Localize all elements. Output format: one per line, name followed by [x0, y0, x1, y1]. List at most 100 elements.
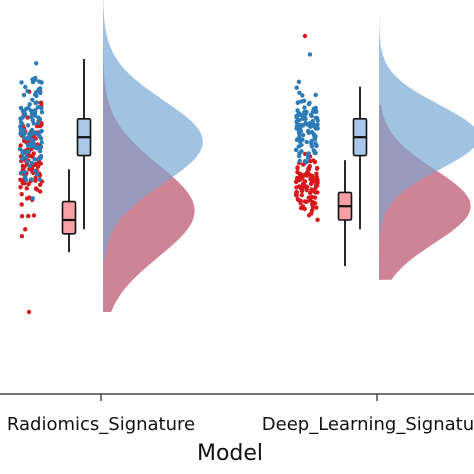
- radiomics-blue-point: [38, 155, 43, 160]
- radiomics-blue-point: [24, 154, 29, 160]
- radiomics-blue-point: [23, 84, 28, 90]
- radiomics-blue-point: [32, 92, 38, 97]
- radiomics-blue-point: [38, 129, 43, 134]
- deep-learning-red-point: [314, 171, 319, 176]
- radiomics-blue-point: [35, 120, 41, 126]
- deep-learning-blue-point: [294, 119, 299, 125]
- radiomics-red-point: [26, 181, 31, 187]
- deep-learning-blue-point: [304, 122, 310, 127]
- radiomics-blue-point: [22, 110, 27, 116]
- deep-learning-red-point: [302, 199, 308, 204]
- deep-learning-blue-point: [311, 132, 317, 138]
- radiomics-blue-point: [26, 143, 31, 148]
- deep-learning-blue-density: [379, 13, 474, 266]
- deep-learning-red-point: [306, 172, 311, 177]
- deep-learning-red-point: [304, 187, 309, 193]
- radiomics-red-point: [27, 166, 32, 172]
- radiomics-blue-point: [27, 136, 33, 141]
- radiomics-red-point: [24, 196, 30, 201]
- deep-learning-red-point: [312, 159, 318, 165]
- deep-learning-outlier-point: [302, 33, 308, 39]
- radiomics-blue-point: [39, 140, 44, 145]
- deep-learning-red-point: [310, 200, 316, 205]
- radiomics-blue-point: [35, 105, 41, 110]
- radiomics-blue-point: [25, 89, 30, 94]
- radiomics-blue-point: [33, 77, 38, 82]
- deep-learning-blue-point: [308, 112, 314, 118]
- radiomics-blue-point: [27, 102, 32, 107]
- radiomics-blue-point: [23, 177, 29, 183]
- deep-learning-red-point: [297, 171, 303, 176]
- radiomics-overlap-density: [103, 36, 195, 312]
- deep-learning-blue-point: [311, 107, 316, 113]
- radiomics-red-point: [37, 182, 43, 187]
- radiomics-blue-point: [21, 135, 26, 140]
- deep-learning-red-point: [311, 188, 316, 193]
- deep-learning-blue-point: [297, 90, 302, 96]
- radiomics-blue-point: [22, 169, 27, 175]
- deep-learning-red-point: [298, 205, 304, 211]
- deep-learning-red-point: [299, 192, 304, 198]
- radiomics-red-point: [19, 202, 24, 207]
- deep-learning-red-point: [299, 188, 305, 194]
- radiomics-red-point: [31, 213, 37, 218]
- radiomics-blue-point: [37, 79, 42, 84]
- radiomics-blue-point: [20, 156, 25, 162]
- deep-learning-blue-point: [294, 124, 300, 129]
- radiomics-blue-point: [21, 128, 27, 133]
- deep-learning-blue-point: [306, 155, 311, 160]
- radiomics-blue-point: [28, 108, 34, 113]
- radiomics-red-point: [31, 151, 36, 156]
- radiomics-blue-point: [21, 92, 27, 98]
- deep-learning-blue-point: [302, 115, 308, 120]
- deep-learning-blue-point: [296, 130, 302, 135]
- radiomics-red-point: [18, 143, 23, 148]
- deep-learning-blue-point: [311, 148, 316, 153]
- deep-learning-blue-point: [299, 149, 304, 154]
- x-tick-label-radiomics: Radiomics_Signature: [7, 414, 195, 435]
- radiomics-blue-point: [34, 172, 40, 177]
- radiomics-red-point: [24, 186, 29, 191]
- deep-learning-blue-point: [299, 99, 304, 104]
- radiomics-blue-point: [33, 168, 38, 174]
- deep-learning-blue-point: [296, 144, 301, 149]
- radiomics-outlier-point: [26, 309, 32, 315]
- radiomics-blue-point: [39, 105, 44, 111]
- radiomics-blue-point: [32, 111, 38, 116]
- radiomics-red-point: [22, 164, 27, 170]
- deep-learning-red-point: [314, 182, 319, 187]
- deep-learning-red-point: [300, 181, 306, 187]
- radiomics-blue-point: [26, 105, 31, 111]
- deep-learning-red-point: [307, 195, 312, 201]
- radiomics-blue-density: [103, 0, 203, 312]
- deep-learning-blue-point: [303, 159, 308, 164]
- deep-learning-blue-point: [308, 141, 314, 146]
- radiomics-red-box: [61, 200, 77, 235]
- radiomics-red-point: [33, 175, 38, 180]
- radiomics-red-point: [34, 187, 40, 192]
- radiomics-blue-point: [36, 115, 41, 120]
- deep-learning-blue-point: [296, 79, 302, 85]
- deep-learning-red-point: [294, 190, 300, 195]
- radiomics-red-point: [39, 122, 44, 128]
- deep-learning-blue-point: [313, 123, 318, 128]
- radiomics-blue-point: [30, 97, 35, 103]
- radiomics-red-point: [19, 214, 25, 219]
- deep-learning-red-point: [315, 190, 320, 195]
- deep-learning-blue-point: [313, 92, 318, 98]
- deep-learning-overlap-density: [379, 105, 471, 280]
- deep-learning-blue-point: [303, 111, 308, 117]
- deep-learning-red-point: [306, 213, 312, 218]
- radiomics-blue-point: [38, 86, 43, 91]
- deep-learning-blue-point: [314, 143, 319, 148]
- deep-learning-blue-point: [297, 139, 303, 144]
- radiomics-blue-point: [18, 170, 24, 176]
- deep-learning-red-point: [296, 184, 302, 189]
- deep-learning-red-point: [307, 164, 312, 169]
- deep-learning-red-point: [314, 205, 319, 210]
- radiomics-blue-point: [18, 120, 24, 125]
- deep-learning-red-point: [295, 197, 300, 202]
- deep-learning-red-point: [308, 176, 313, 182]
- radiomics-blue-point: [17, 146, 23, 152]
